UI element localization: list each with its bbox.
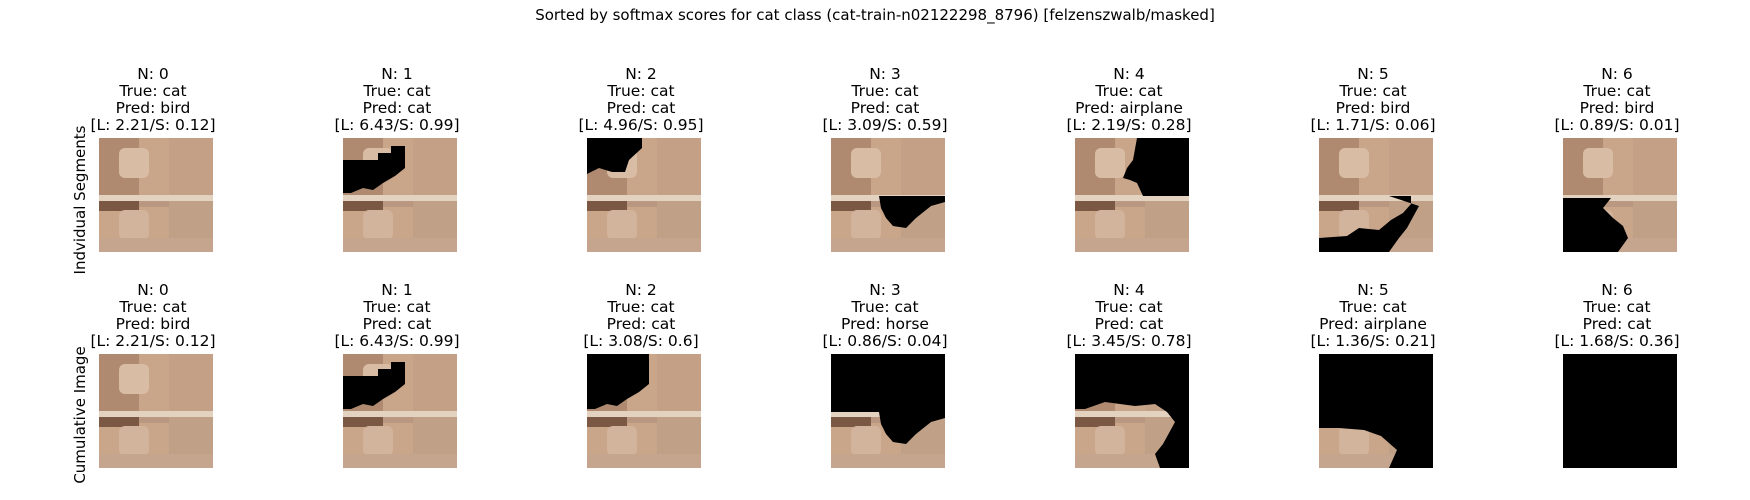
- cumulative-n-label-0: N: 0: [137, 281, 169, 299]
- individual-cell-3: N: 3 True: cat Pred: cat [L: 3.09/S: 0.59]: [810, 65, 960, 252]
- cumulative-cell-2: N: 2 True: cat Pred: cat [L: 3.08/S: 0.6]: [566, 281, 716, 468]
- individual-n-label-4: N: 4: [1113, 65, 1145, 83]
- row-label-cumulative: Cumulative Image: [71, 346, 89, 484]
- individual-pred-label-6: Pred: bird: [1579, 99, 1655, 117]
- cumulative-n-label-6: N: 6: [1601, 281, 1633, 299]
- cumulative-true-label-0: True: cat: [119, 298, 187, 316]
- individual-score-label-2: [L: 4.96/S: 0.95]: [578, 116, 704, 134]
- cumulative-true-label-5: True: cat: [1339, 298, 1407, 316]
- cumulative-cell-4: N: 4 True: cat Pred: cat [L: 3.45/S: 0.78]: [1054, 281, 1204, 468]
- individual-cell-1: N: 1 True: cat Pred: cat [L: 6.43/S: 0.99]: [322, 65, 472, 252]
- individual-cell-4: N: 4 True: cat Pred: airplane [L: 2.19/S: 0…: [1054, 65, 1204, 252]
- row-label-individual: Indvidual Segments: [71, 125, 89, 275]
- cumulative-pred-label-6: Pred: cat: [1582, 315, 1652, 333]
- individual-pred-label-3: Pred: cat: [850, 99, 920, 117]
- individual-cell-0: N: 0 True: cat Pred: bird [L: 2.21/S: 0.12]: [78, 65, 228, 252]
- cumulative-thumbnail-1: [343, 354, 457, 468]
- individual-thumbnail-4: [1075, 138, 1189, 252]
- cumulative-pred-label-1: Pred: cat: [362, 315, 432, 333]
- individual-n-label-5: N: 5: [1357, 65, 1389, 83]
- cumulative-pred-label-4: Pred: cat: [1094, 315, 1164, 333]
- individual-n-label-0: N: 0: [137, 65, 169, 83]
- individual-thumbnail-0: [99, 138, 213, 252]
- cumulative-thumbnail-5: [1319, 354, 1433, 468]
- individual-true-label-4: True: cat: [1095, 82, 1163, 100]
- individual-true-label-5: True: cat: [1339, 82, 1407, 100]
- individual-pred-label-0: Pred: bird: [115, 99, 191, 117]
- individual-thumbnail-1: [343, 138, 457, 252]
- cumulative-true-label-3: True: cat: [851, 298, 919, 316]
- individual-score-label-5: [L: 1.71/S: 0.06]: [1310, 116, 1436, 134]
- individual-true-label-2: True: cat: [607, 82, 675, 100]
- individual-score-label-0: [L: 2.21/S: 0.12]: [90, 116, 216, 134]
- individual-cell-5: N: 5 True: cat Pred: bird [L: 1.71/S: 0.06]: [1298, 65, 1448, 252]
- individual-score-label-3: [L: 3.09/S: 0.59]: [822, 116, 948, 134]
- individual-thumbnail-3: [831, 138, 945, 252]
- individual-true-label-0: True: cat: [119, 82, 187, 100]
- cumulative-cell-6: N: 6 True: cat Pred: cat [L: 1.68/S: 0.36]: [1542, 281, 1692, 468]
- cumulative-n-label-5: N: 5: [1357, 281, 1389, 299]
- cumulative-true-label-1: True: cat: [363, 298, 431, 316]
- cumulative-cell-1: N: 1 True: cat Pred: cat [L: 6.43/S: 0.99]: [322, 281, 472, 468]
- individual-thumbnail-5: [1319, 138, 1433, 252]
- cumulative-n-label-4: N: 4: [1113, 281, 1145, 299]
- cumulative-pred-label-2: Pred: cat: [606, 315, 676, 333]
- individual-pred-label-2: Pred: cat: [606, 99, 676, 117]
- cumulative-score-label-6: [L: 1.68/S: 0.36]: [1554, 332, 1680, 350]
- cumulative-n-label-1: N: 1: [381, 281, 413, 299]
- individual-pred-label-4: Pred: airplane: [1075, 99, 1183, 117]
- cumulative-score-label-1: [L: 6.43/S: 0.99]: [334, 332, 460, 350]
- individual-true-label-6: True: cat: [1583, 82, 1651, 100]
- cumulative-cell-5: N: 5 True: cat Pred: airplane [L: 1.36/S: 0…: [1298, 281, 1448, 468]
- figure-title: Sorted by softmax scores for cat class (…: [535, 6, 1215, 24]
- cumulative-n-label-3: N: 3: [869, 281, 901, 299]
- cumulative-score-label-4: [L: 3.45/S: 0.78]: [1066, 332, 1192, 350]
- individual-true-label-1: True: cat: [363, 82, 431, 100]
- cumulative-score-label-3: [L: 0.86/S: 0.04]: [822, 332, 948, 350]
- individual-cell-2: N: 2 True: cat Pred: cat [L: 4.96/S: 0.95]: [566, 65, 716, 252]
- individual-n-label-1: N: 1: [381, 65, 413, 83]
- individual-score-label-4: [L: 2.19/S: 0.28]: [1066, 116, 1192, 134]
- cumulative-pred-label-3: Pred: horse: [841, 315, 929, 333]
- cumulative-pred-label-0: Pred: bird: [115, 315, 191, 333]
- cumulative-score-label-5: [L: 1.36/S: 0.21]: [1310, 332, 1436, 350]
- cumulative-true-label-6: True: cat: [1583, 298, 1651, 316]
- individual-pred-label-5: Pred: bird: [1335, 99, 1411, 117]
- cumulative-thumbnail-2: [587, 354, 701, 468]
- individual-cell-6: N: 6 True: cat Pred: bird [L: 0.89/S: 0.01]: [1542, 65, 1692, 252]
- cumulative-pred-label-5: Pred: airplane: [1319, 315, 1427, 333]
- cumulative-thumbnail-3: [831, 354, 945, 468]
- individual-thumbnail-2: [587, 138, 701, 252]
- individual-thumbnail-6: [1563, 138, 1677, 252]
- cumulative-thumbnail-6: [1563, 354, 1677, 468]
- individual-true-label-3: True: cat: [851, 82, 919, 100]
- cumulative-n-label-2: N: 2: [625, 281, 657, 299]
- individual-pred-label-1: Pred: cat: [362, 99, 432, 117]
- individual-score-label-6: [L: 0.89/S: 0.01]: [1554, 116, 1680, 134]
- individual-score-label-1: [L: 6.43/S: 0.99]: [334, 116, 460, 134]
- individual-n-label-2: N: 2: [625, 65, 657, 83]
- cumulative-cell-0: N: 0 True: cat Pred: bird [L: 2.21/S: 0.12]: [78, 281, 228, 468]
- cumulative-thumbnail-4: [1075, 354, 1189, 468]
- cumulative-thumbnail-0: [99, 354, 213, 468]
- individual-n-label-3: N: 3: [869, 65, 901, 83]
- cumulative-score-label-2: [L: 3.08/S: 0.6]: [583, 332, 699, 350]
- cumulative-true-label-2: True: cat: [607, 298, 675, 316]
- cumulative-score-label-0: [L: 2.21/S: 0.12]: [90, 332, 216, 350]
- cumulative-true-label-4: True: cat: [1095, 298, 1163, 316]
- cumulative-cell-3: N: 3 True: cat Pred: horse [L: 0.86/S: 0.04…: [810, 281, 960, 468]
- individual-n-label-6: N: 6: [1601, 65, 1633, 83]
